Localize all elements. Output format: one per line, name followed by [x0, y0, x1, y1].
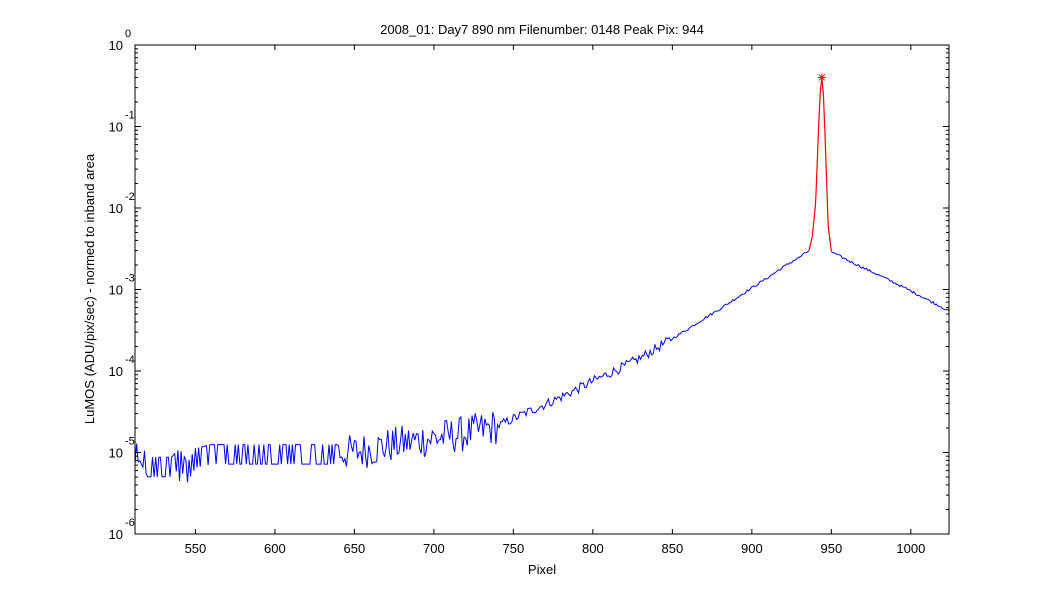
x-tick-label: 1000	[896, 541, 925, 556]
x-tick-label: 800	[582, 541, 604, 556]
x-tick-label: 600	[264, 541, 286, 556]
x-tick-label: 900	[741, 541, 763, 556]
y-tick-label-exponent: 0	[125, 28, 131, 40]
y-tick-label-base: 10	[109, 446, 123, 461]
y-tick-label-exponent: -5	[125, 436, 135, 448]
x-tick-label: 700	[423, 541, 445, 556]
x-tick-label: 750	[503, 541, 525, 556]
series-layer	[134, 77, 950, 483]
y-tick-label-exponent: -2	[125, 191, 135, 203]
series-line-out-of-band-1	[134, 250, 810, 483]
y-tick-label-exponent: -4	[125, 354, 135, 366]
y-tick-label-base: 10	[109, 283, 123, 298]
y-tick-label-exponent: -3	[125, 273, 135, 285]
x-tick-label: 850	[662, 541, 684, 556]
plot-background	[135, 45, 949, 534]
y-tick-label-base: 10	[109, 527, 123, 542]
series-line-in-band	[808, 77, 832, 252]
chart-title: 2008_01: Day7 890 nm Filenumber: 0148 Pe…	[380, 22, 704, 37]
peak-marker	[817, 73, 826, 82]
y-tick-label-base: 10	[109, 120, 123, 135]
y-tick-label-base: 10	[109, 38, 123, 53]
x-tick-label: 550	[185, 541, 207, 556]
y-tick-label-exponent: -6	[125, 517, 135, 529]
marker-layer	[817, 73, 826, 82]
x-axis-label: Pixel	[528, 562, 556, 577]
plot-area	[134, 44, 950, 535]
y-axis-label: LuMOS (ADU/pix/sec) - normed to inband a…	[82, 153, 97, 424]
x-tick-label: 650	[344, 541, 366, 556]
y-tick-label-base: 10	[109, 364, 123, 379]
y-tick-label-base: 10	[109, 201, 123, 216]
series-line-out-of-band-2	[831, 251, 950, 312]
y-tick-label-exponent: -1	[125, 110, 135, 122]
x-tick-label: 950	[821, 541, 843, 556]
x-axis: 550 600 650 700 750 800 850 900 950 1000	[185, 45, 925, 556]
